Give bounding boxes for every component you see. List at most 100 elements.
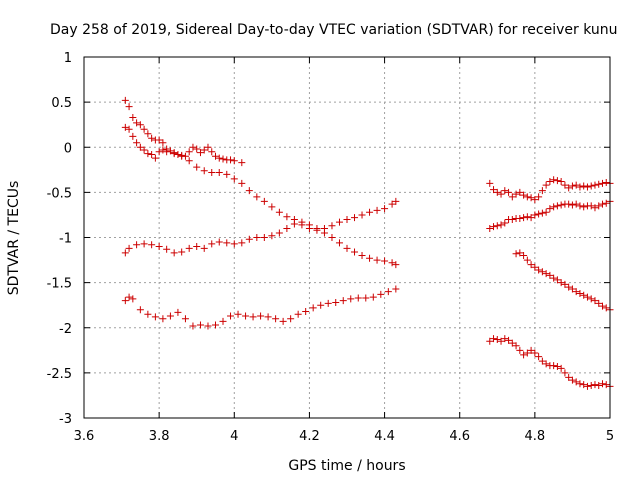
data-point [253, 234, 261, 241]
y-tick-label: 1 [64, 51, 72, 66]
data-point [290, 220, 298, 228]
data-point [275, 208, 283, 216]
data-point [572, 378, 580, 386]
data-point [523, 349, 531, 357]
data-point [591, 381, 599, 389]
y-tick-label: -1 [59, 232, 72, 247]
data-point [546, 205, 554, 213]
y-tick-label: -2 [59, 322, 72, 337]
data-point [576, 289, 584, 297]
data-point [133, 139, 141, 147]
data-point [538, 209, 546, 217]
data-point [568, 182, 576, 190]
data-point [174, 150, 182, 158]
data-point [490, 223, 498, 231]
data-point [591, 181, 599, 189]
data-point [260, 197, 268, 205]
data-point [234, 310, 242, 318]
data-point [358, 252, 366, 260]
data-point [125, 125, 133, 133]
data-point [129, 113, 137, 121]
data-point [283, 224, 291, 232]
data-point [587, 295, 595, 303]
data-point [535, 266, 543, 274]
data-point [377, 290, 385, 298]
data-point [196, 321, 204, 329]
data-point [520, 351, 528, 359]
data-point [369, 293, 377, 301]
data-point [144, 310, 152, 318]
series-arc-h [486, 335, 614, 390]
data-point [189, 143, 197, 151]
data-point [129, 295, 137, 303]
data-point [238, 159, 246, 167]
data-point [170, 249, 178, 257]
data-point [493, 188, 501, 196]
data-point [362, 294, 370, 302]
data-point [121, 249, 129, 257]
data-point [542, 360, 550, 368]
data-point [215, 169, 223, 177]
x-tick-label: 4.2 [299, 429, 320, 444]
chart-title: Day 258 of 2019, Sidereal Day-to-day VTE… [50, 22, 618, 38]
data-point [159, 139, 167, 147]
data-point [598, 380, 606, 388]
data-point [151, 154, 159, 162]
data-point [527, 261, 535, 269]
data-point [230, 175, 238, 183]
data-point [343, 215, 351, 223]
data-point [313, 226, 321, 234]
data-point [223, 170, 231, 178]
y-axis-label: SDTVAR / TECUs [6, 181, 22, 296]
data-point [520, 214, 528, 222]
data-point [527, 194, 535, 202]
series-arc-a [121, 96, 246, 167]
data-point [215, 238, 223, 246]
data-point [493, 222, 501, 230]
data-point [598, 200, 606, 208]
data-point [148, 241, 156, 249]
data-point [595, 382, 603, 390]
data-point [527, 346, 535, 354]
data-point [185, 148, 193, 156]
data-point [328, 234, 336, 241]
data-point [595, 299, 603, 307]
data-point [159, 315, 167, 323]
data-point [373, 206, 381, 214]
y-tick-label: 0.5 [51, 96, 72, 111]
data-point [227, 312, 235, 320]
data-point [215, 154, 223, 162]
data-point [343, 244, 351, 252]
data-point [512, 190, 520, 198]
data-point [512, 342, 520, 350]
data-point [140, 240, 148, 248]
data-point [553, 177, 561, 185]
data-point [580, 291, 588, 299]
data-point [335, 218, 343, 226]
data-point [204, 143, 212, 151]
data-point [602, 304, 610, 312]
data-point [550, 203, 558, 211]
data-point [189, 322, 197, 330]
data-point [208, 148, 216, 156]
data-point [508, 193, 516, 201]
data-point [602, 199, 610, 207]
data-point [381, 257, 389, 265]
data-point [497, 337, 505, 345]
data-point [388, 200, 396, 208]
data-point [257, 312, 265, 320]
data-point [227, 156, 235, 164]
data-point [516, 215, 524, 223]
data-point [283, 213, 291, 221]
data-point [497, 221, 505, 229]
data-point [568, 285, 576, 293]
data-point [200, 146, 208, 154]
data-point [245, 187, 253, 195]
data-point [174, 308, 182, 316]
series-arc-b [121, 123, 400, 269]
data-point [384, 288, 392, 296]
data-point [366, 254, 374, 262]
data-point [392, 261, 400, 269]
data-point [565, 283, 573, 291]
